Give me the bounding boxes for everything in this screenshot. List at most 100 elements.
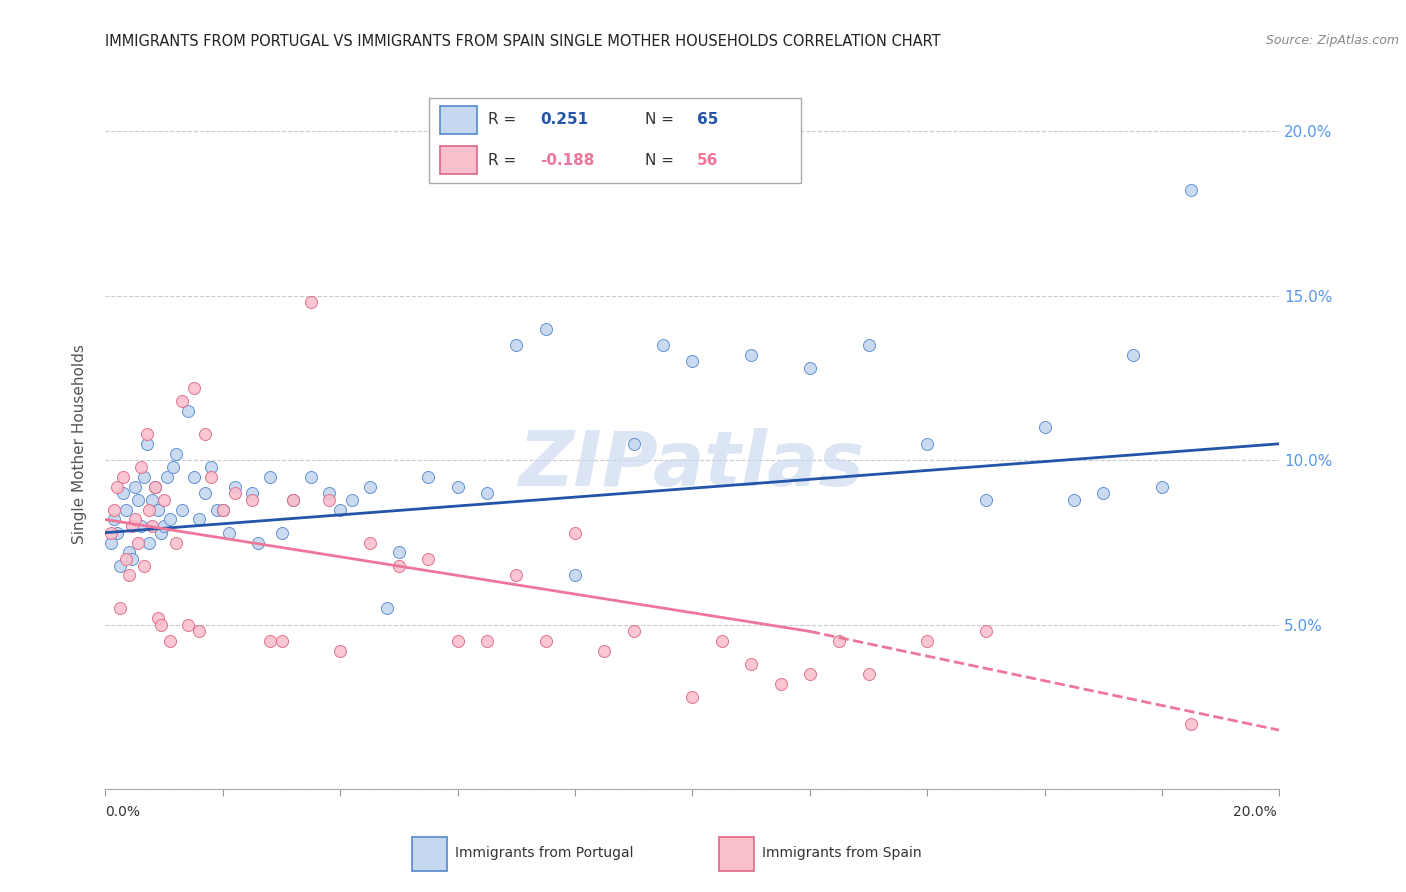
Point: [1180, 183, 1202, 197]
Point: [183, 381, 205, 395]
Point: [475, 486, 498, 500]
Point: [211, 502, 233, 516]
Point: [205, 502, 228, 516]
Point: [138, 535, 160, 549]
Point: [270, 525, 292, 540]
Text: N =: N =: [645, 112, 673, 128]
Point: [218, 525, 240, 540]
Point: [188, 512, 211, 526]
Point: [183, 469, 205, 483]
Point: [917, 634, 939, 648]
Point: [418, 469, 440, 483]
Point: [318, 492, 340, 507]
Point: [974, 624, 997, 639]
Point: [534, 321, 557, 335]
Text: -0.188: -0.188: [540, 153, 595, 168]
Point: [141, 519, 163, 533]
Point: [162, 459, 184, 474]
Point: [799, 361, 821, 376]
Point: [135, 426, 157, 441]
Point: [388, 558, 411, 573]
Point: [447, 479, 470, 493]
Text: 56: 56: [697, 153, 718, 168]
Point: [247, 535, 270, 549]
Point: [283, 492, 305, 507]
Point: [505, 568, 527, 582]
Point: [564, 568, 586, 582]
Point: [176, 404, 198, 418]
Point: [200, 469, 222, 483]
Point: [447, 634, 470, 648]
Text: N =: N =: [645, 153, 673, 168]
Point: [828, 634, 851, 648]
Point: [418, 552, 440, 566]
Y-axis label: Single Mother Households: Single Mother Households: [72, 343, 87, 544]
Point: [115, 502, 138, 516]
Point: [194, 486, 217, 500]
Text: R =: R =: [488, 153, 516, 168]
Point: [359, 535, 381, 549]
Point: [224, 486, 246, 500]
Point: [240, 486, 263, 500]
Point: [974, 492, 997, 507]
Text: 0.251: 0.251: [540, 112, 589, 128]
Point: [165, 535, 187, 549]
Text: 20.0%: 20.0%: [1233, 805, 1277, 819]
Point: [359, 479, 381, 493]
Point: [135, 437, 157, 451]
Point: [121, 519, 143, 533]
Point: [143, 479, 166, 493]
FancyBboxPatch shape: [429, 98, 801, 183]
Point: [148, 611, 170, 625]
Point: [623, 624, 645, 639]
Point: [165, 447, 187, 461]
Text: 65: 65: [697, 112, 718, 128]
Point: [259, 469, 281, 483]
Text: Immigrants from Portugal: Immigrants from Portugal: [456, 846, 634, 860]
Point: [318, 486, 340, 500]
Point: [259, 634, 281, 648]
Point: [799, 667, 821, 681]
Text: 0.0%: 0.0%: [105, 805, 141, 819]
Point: [283, 492, 305, 507]
Point: [505, 338, 527, 352]
Point: [475, 634, 498, 648]
Point: [564, 525, 586, 540]
Text: ZIPatlas: ZIPatlas: [519, 427, 866, 501]
Point: [150, 525, 173, 540]
Point: [141, 492, 163, 507]
Point: [170, 502, 193, 516]
Point: [156, 469, 179, 483]
Point: [105, 479, 128, 493]
Point: [153, 519, 176, 533]
Point: [1063, 492, 1085, 507]
Point: [188, 624, 211, 639]
Point: [1092, 486, 1115, 500]
Point: [858, 667, 880, 681]
Point: [917, 437, 939, 451]
Point: [103, 502, 125, 516]
Point: [108, 558, 131, 573]
Point: [176, 617, 198, 632]
Point: [388, 545, 411, 559]
Point: [118, 545, 141, 559]
Point: [127, 492, 149, 507]
Point: [593, 644, 616, 658]
Point: [1033, 420, 1056, 434]
Point: [200, 459, 222, 474]
Point: [159, 634, 181, 648]
Text: IMMIGRANTS FROM PORTUGAL VS IMMIGRANTS FROM SPAIN SINGLE MOTHER HOUSEHOLDS CORRE: IMMIGRANTS FROM PORTUGAL VS IMMIGRANTS F…: [105, 34, 941, 49]
Point: [132, 558, 155, 573]
Point: [270, 634, 292, 648]
Point: [211, 502, 233, 516]
Point: [153, 492, 176, 507]
Point: [340, 492, 363, 507]
Point: [299, 469, 322, 483]
Point: [132, 469, 155, 483]
Point: [148, 502, 170, 516]
Point: [170, 394, 193, 409]
Point: [108, 601, 131, 615]
Point: [100, 535, 122, 549]
Bar: [412, 838, 447, 871]
Point: [299, 295, 322, 310]
